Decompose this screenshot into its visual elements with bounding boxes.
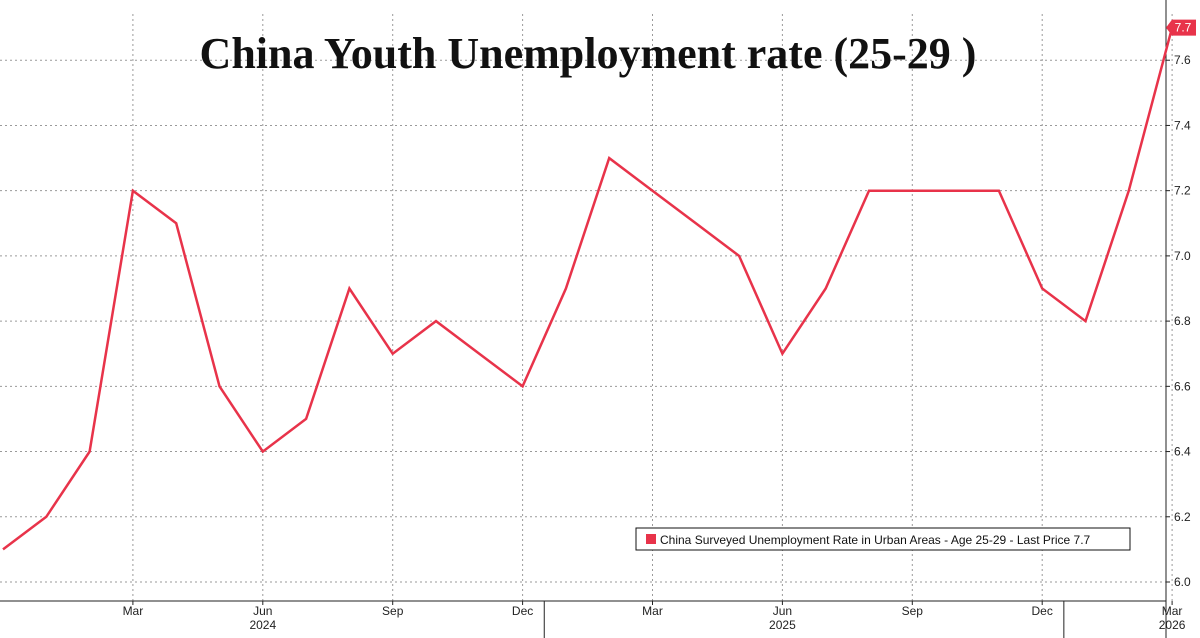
year-label: 2026	[1159, 618, 1186, 632]
y-tick-label: 6.6	[1174, 379, 1191, 393]
x-tick-label: Jun	[253, 604, 272, 618]
x-tick-label: Jun	[773, 604, 792, 618]
year-label: 2025	[769, 618, 796, 632]
y-tick-label: 6.0	[1174, 575, 1191, 589]
year-label: 2024	[249, 618, 276, 632]
y-tick-label: 6.4	[1174, 445, 1191, 459]
series-line	[2, 27, 1174, 551]
y-tick-label: 6.8	[1174, 314, 1191, 328]
x-tick-label: Mar	[642, 604, 663, 618]
last-price-tag	[1166, 19, 1196, 36]
series-layer	[2, 27, 1174, 551]
x-tick-label: Dec	[1032, 604, 1053, 618]
y-tick-label: 7.0	[1174, 249, 1191, 263]
legend: China Surveyed Unemployment Rate in Urba…	[635, 527, 1131, 551]
grid	[0, 14, 1173, 601]
y-tick-label: 7.8	[1174, 0, 1191, 2]
x-tick-label: Sep	[382, 604, 404, 618]
legend-label: China Surveyed Unemployment Rate in Urba…	[660, 533, 1091, 547]
last-price-label: 7.7	[1175, 21, 1192, 35]
chart-title: China Youth Unemployment rate (25-29 )	[200, 29, 977, 78]
legend-box	[635, 527, 1131, 551]
legend-swatch	[646, 534, 656, 544]
x-tick-label: Mar	[1162, 604, 1183, 618]
x-tick-label: Sep	[902, 604, 924, 618]
y-tick-label: 7.4	[1174, 118, 1191, 132]
y-tick-label: 6.2	[1174, 510, 1191, 524]
x-tick-label: Mar	[123, 604, 144, 618]
y-tick-label: 7.6	[1174, 53, 1191, 67]
x-tick-label: Dec	[512, 604, 533, 618]
y-tick-label: 7.2	[1174, 184, 1191, 198]
